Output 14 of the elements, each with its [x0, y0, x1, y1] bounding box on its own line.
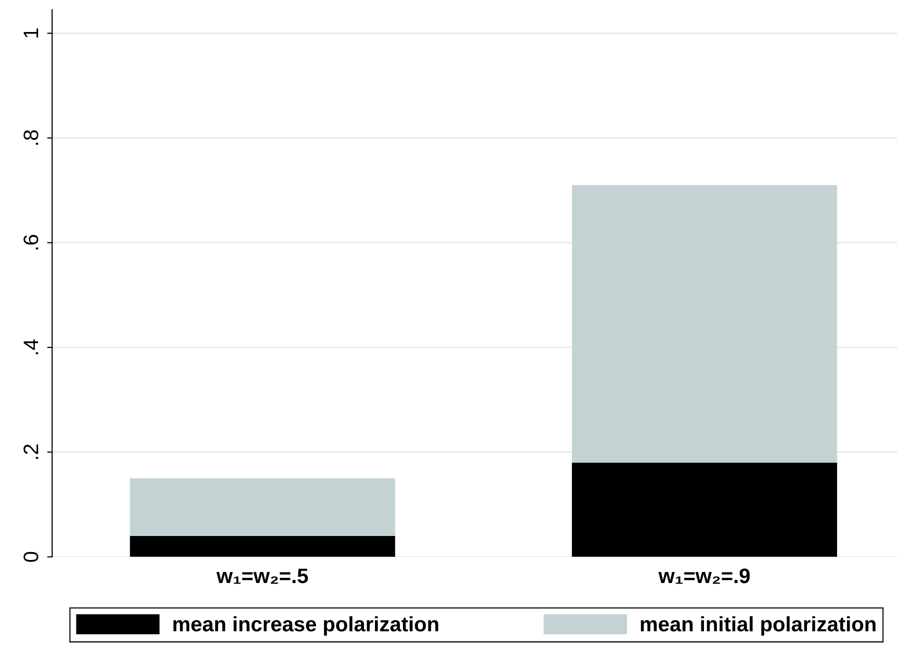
legend-label: mean initial polarization — [640, 616, 876, 636]
bar — [572, 185, 838, 463]
y-tick-label: .6 — [24, 234, 38, 250]
x-tick-label: w₁=w₂=.9 — [658, 568, 750, 584]
x-tick-label: w₁=w₂=.5 — [216, 568, 308, 584]
y-tick-label: .8 — [24, 130, 38, 145]
bar — [130, 536, 396, 557]
y-tick-label: 1 — [24, 28, 38, 38]
y-tick-label: 0 — [24, 552, 38, 562]
legend-label: mean increase polarization — [173, 616, 438, 636]
bar — [130, 478, 396, 536]
y-tick-label: .2 — [24, 444, 38, 459]
y-tick-label: .4 — [24, 339, 38, 354]
bar — [572, 462, 838, 557]
